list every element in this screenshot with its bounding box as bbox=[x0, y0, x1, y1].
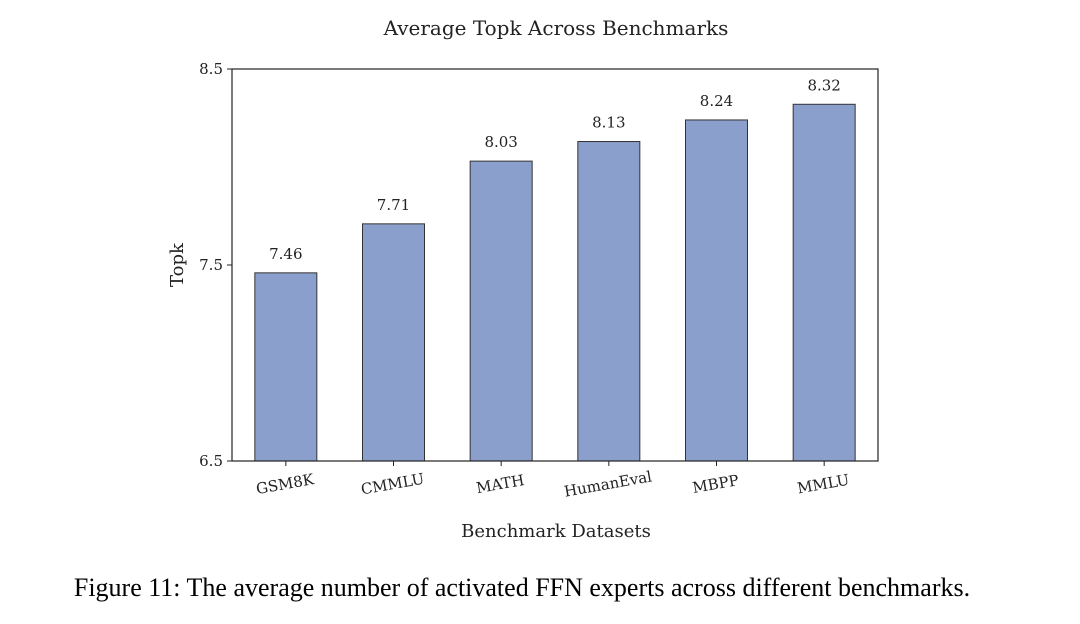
bar-math bbox=[469, 160, 533, 462]
value-label: 8.13 bbox=[592, 114, 625, 132]
x-axis-label: Benchmark Datasets bbox=[461, 521, 651, 542]
plot-frame bbox=[231, 68, 879, 462]
bar-mmlu bbox=[792, 103, 856, 462]
bar-chart: Average Topk Across Benchmarks 7.46 GSM8K… bbox=[167, 16, 879, 542]
value-label: 8.24 bbox=[700, 92, 733, 110]
value-label: 7.71 bbox=[377, 196, 410, 214]
x-tick-label: MMLU bbox=[796, 471, 851, 498]
y-tick-label: 7.5 bbox=[199, 256, 223, 274]
y-tick-label: 8.5 bbox=[199, 60, 223, 78]
chart-title: Average Topk Across Benchmarks bbox=[383, 16, 729, 40]
bar-cmmlu bbox=[362, 223, 425, 462]
value-label: 8.32 bbox=[807, 76, 840, 94]
bar-gsm8k bbox=[254, 272, 318, 462]
value-label: 7.46 bbox=[269, 245, 302, 263]
figure-caption: Figure 11: The average number of activat… bbox=[73, 573, 971, 602]
y-axis-label: Topk bbox=[167, 242, 188, 287]
plot-area: 7.46 GSM8K 7.71 CMMLU 8.03 MATH 8.13 HumanEval 8… bbox=[199, 60, 879, 501]
x-tick-label: MATH bbox=[475, 471, 526, 497]
y-tick-label: 6.5 bbox=[199, 452, 223, 470]
x-tick-label: CMMLU bbox=[360, 470, 426, 499]
value-label: 8.03 bbox=[484, 133, 517, 151]
x-tick-label: HumanEval bbox=[563, 467, 654, 500]
bar-humaneval bbox=[577, 141, 641, 462]
bar-mbpp bbox=[685, 119, 748, 462]
x-tick-label: GSM8K bbox=[255, 470, 316, 498]
x-tick-label: MBPP bbox=[691, 471, 740, 497]
